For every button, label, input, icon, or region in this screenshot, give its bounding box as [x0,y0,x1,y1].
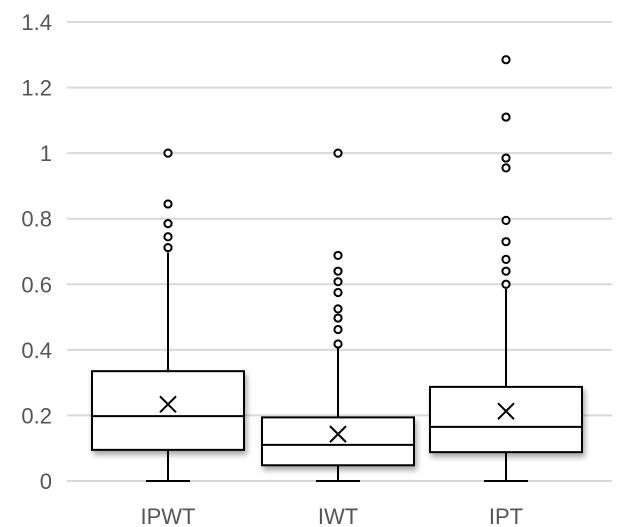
outlier-point [333,148,343,158]
outlier-point [501,279,511,289]
box-ipwt [91,148,245,482]
outlier-point [163,199,173,209]
outlier-point [333,287,343,298]
outlier-point [501,266,511,276]
box-iwt [261,148,415,482]
y-tick-label: 0.4 [21,338,52,363]
outlier-point [333,277,343,287]
x-category-label: IPWT [141,504,196,527]
outlier-point [333,313,343,323]
x-category-label: IWT [318,504,358,527]
outlier-point [501,215,511,225]
outlier-point [501,163,511,173]
outlier-point [501,153,511,163]
outlier-point [501,112,511,122]
interquartile-box [261,416,415,467]
outlier-point [333,324,343,335]
mean-marker [159,395,177,413]
y-tick-label: 0.2 [21,403,52,428]
outlier-point [501,55,511,65]
x-category-label: IPT [489,504,523,527]
y-tick-label: 0.6 [21,272,52,297]
outlier-point [501,237,511,247]
y-tick-label: 1.4 [21,10,52,35]
boxes [91,55,583,482]
outlier-point [163,219,173,229]
outlier-point [163,148,173,158]
y-tick-label: 1.2 [21,76,52,101]
outlier-point [163,242,173,253]
y-axis-tick-labels: 0 0.2 0.4 0.6 0.8 1 1.2 1.4 [21,10,52,494]
outlier-point [333,266,343,276]
outlier-point [501,254,511,264]
mean-marker [497,402,515,420]
y-tick-label: 0 [40,469,52,494]
interquartile-box [429,385,583,454]
y-tick-label: 1 [40,141,52,166]
outlier-point [333,339,343,349]
outlier-point [333,250,343,261]
box-ipt [429,55,583,482]
y-tick-label: 0.8 [21,207,52,232]
x-axis-category-labels: IPWT IWT IPT [141,504,524,527]
interquartile-box [91,370,245,451]
outlier-point [163,232,173,242]
outlier-point [333,304,343,314]
mean-marker [329,425,347,443]
